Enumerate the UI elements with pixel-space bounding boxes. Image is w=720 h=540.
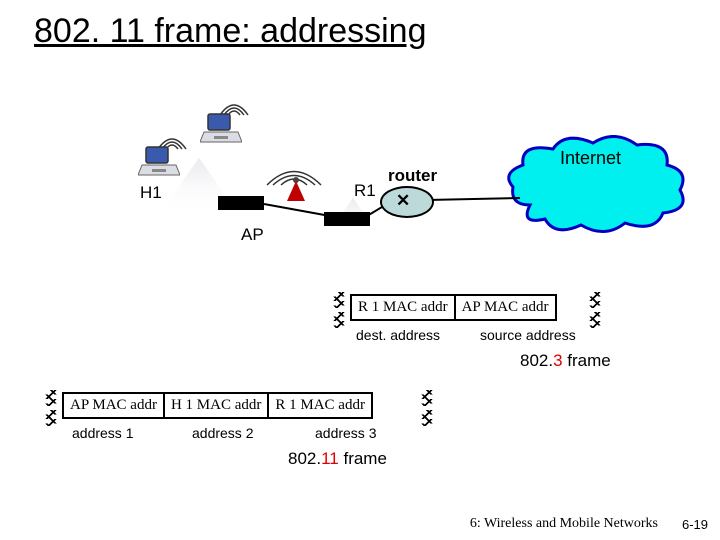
sublabel: address 3 [315,425,376,441]
frame-cell: AP MAC addr [455,295,556,320]
sublabel: dest. address [356,327,440,343]
sublabel: address 2 [192,425,253,441]
frame-cell: H 1 MAC addr [164,393,268,418]
frame-cell: R 1 MAC addr [351,295,455,320]
frame-80211-caption: 802.11 frame [288,449,387,469]
h1-label: H1 [140,183,162,203]
frame-cell: R 1 MAC addr [268,393,372,418]
laptop-icon [138,145,180,179]
zigzag-icon [332,292,346,328]
laptop-icon [200,112,242,146]
r1-label: R1 [354,181,376,201]
frame-8023-caption: 802.3 frame [520,351,611,371]
internet-label: Internet [560,148,621,169]
router-label: router [388,166,437,186]
switch-icon [324,212,370,226]
sublabel: address 1 [72,425,133,441]
zigzag-icon [588,292,602,328]
zigzag-icon [420,390,434,426]
footer-text: 6: Wireless and Mobile Networks [470,516,658,532]
zigzag-icon [44,390,58,426]
switch-icon [218,196,264,210]
ap-icon [287,181,305,201]
slide-title: 802. 11 frame: addressing [34,12,427,51]
link-line [425,196,525,206]
router-x-icon: ✕ [396,191,410,211]
frame-80211-table: AP MAC addr H 1 MAC addr R 1 MAC addr [62,392,373,419]
frame-cell: AP MAC addr [63,393,164,418]
footer-page-number: 6-19 [682,517,708,532]
ap-label: AP [241,225,264,245]
frame-8023-table: R 1 MAC addr AP MAC addr [350,294,557,321]
sublabel: source address [480,327,576,343]
